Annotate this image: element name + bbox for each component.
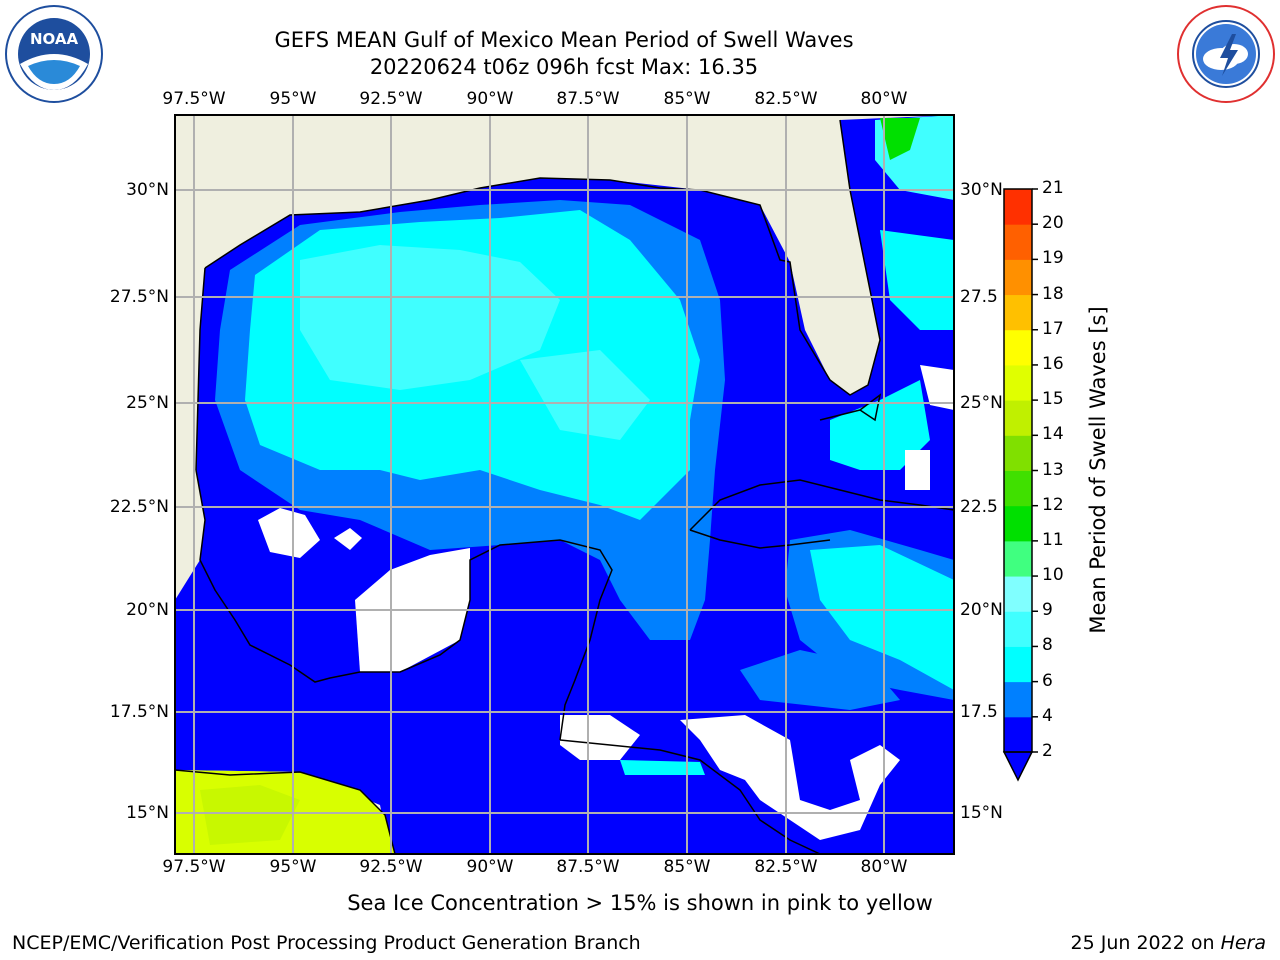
colorbar-tick-label: 19 (1042, 248, 1064, 269)
lon-label-top: 87.5°W (556, 89, 620, 109)
colorbar-tick-label: 20 (1042, 213, 1064, 234)
footer-host: Hera (1220, 932, 1266, 954)
lon-label-bottom: 97.5°W (162, 857, 226, 877)
lon-label-bottom: 85°W (663, 857, 711, 877)
lat-label-left: 17.5°N (109, 702, 169, 722)
colorbar-tick-label: 15 (1042, 389, 1064, 410)
chart-subtitle: 20220624 t06z 096h fcst Max: 16.35 (369, 55, 759, 79)
lon-label-top: 85°W (663, 89, 711, 109)
colorbar-tick-label: 9 (1042, 600, 1053, 621)
lat-label-left: 25°N (126, 393, 169, 413)
colorbar-tick-label: 14 (1042, 424, 1064, 445)
pacific-green-field (200, 785, 300, 845)
colorbar-tick-label: 6 (1042, 670, 1053, 691)
colorbar-tick-label: 17 (1042, 318, 1064, 339)
lat-label-right: 17.5 (960, 702, 998, 722)
lat-label-right: 15°N (960, 803, 1003, 823)
chart-title: GEFS MEAN Gulf of Mexico Mean Period of … (274, 28, 854, 52)
colorbar-tick-label: 21 (1042, 178, 1064, 198)
lat-label-left: 20°N (126, 600, 169, 620)
noaa-wordmark: NOAA (30, 30, 79, 48)
colorbar-tick-label: 18 (1042, 283, 1064, 304)
lon-label-top: 97.5°W (162, 89, 226, 109)
lat-label-right: 20°N (960, 600, 1003, 620)
colorbar-tick-label: 2 (1042, 741, 1053, 761)
colorbar-tick-label: 16 (1042, 353, 1064, 374)
sea-ice-caption: Sea Ice Concentration > 15% is shown in … (347, 891, 933, 915)
footer-date: 25 Jun 2022 on Hera (1071, 932, 1266, 954)
colorbar-tick-label: 4 (1042, 705, 1053, 726)
lat-label-left: 30°N (126, 180, 169, 200)
lat-label-right: 27.5 (960, 287, 998, 307)
footer-date-text: 25 Jun 2022 on (1070, 932, 1221, 954)
noaa-logo: NOAA (4, 4, 104, 104)
lon-label-top: 82.5°W (754, 89, 818, 109)
graticule (175, 115, 954, 854)
lat-label-left: 22.5°N (109, 497, 169, 517)
lon-label-top: 92.5°W (359, 89, 423, 109)
lon-label-bottom: 80°W (860, 857, 908, 877)
lon-label-bottom: 82.5°W (754, 857, 818, 877)
lat-label-right: 30°N (960, 180, 1003, 200)
lon-label-bottom: 87.5°W (556, 857, 620, 877)
lat-label-left: 27.5°N (109, 287, 169, 307)
nws-logo (1176, 4, 1276, 104)
colorbar-label: Mean Period of Swell Waves [s] (1086, 306, 1110, 634)
colorbar-tick-label: 8 (1042, 635, 1053, 656)
footer-credit: NCEP/EMC/Verification Post Processing Pr… (12, 932, 641, 954)
lon-label-top: 90°W (466, 89, 514, 109)
map-frame (174, 114, 955, 855)
lon-label-top: 95°W (269, 89, 317, 109)
lon-label-top: 80°W (860, 89, 908, 109)
lat-label-right: 25°N (960, 393, 1003, 413)
colorbar-tick-label: 12 (1042, 494, 1064, 515)
lat-label-left: 15°N (126, 803, 169, 823)
colorbar-tick-label: 13 (1042, 459, 1064, 480)
lon-label-bottom: 92.5°W (359, 857, 423, 877)
colorbar-tick-label: 10 (1042, 565, 1064, 586)
colorbar-tick-label: 11 (1042, 529, 1064, 550)
lat-label-right: 22.5 (960, 497, 998, 517)
lon-label-bottom: 90°W (466, 857, 514, 877)
lon-label-bottom: 95°W (269, 857, 317, 877)
